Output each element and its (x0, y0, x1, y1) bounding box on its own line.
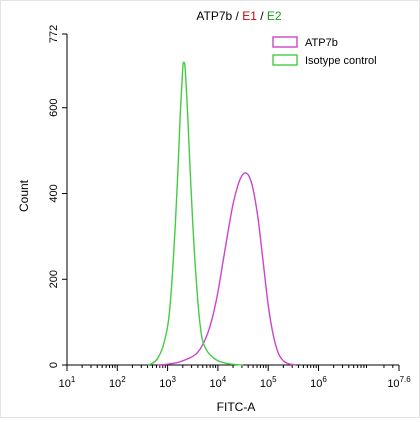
title-part-4: E2 (267, 9, 282, 23)
series-line-atp7b (157, 172, 296, 366)
legend-label: Isotype control (305, 55, 377, 67)
series-line-isotype-control (147, 61, 244, 366)
x-tick-base: 10 (260, 378, 272, 390)
x-tick-exponent: 3 (172, 375, 177, 384)
x-tick-base: 10 (59, 378, 71, 390)
x-tick-exponent: 5 (272, 375, 277, 384)
x-tick-label: 101 (59, 375, 76, 390)
chart-title: ATP7b / E1 / E2 (196, 9, 282, 23)
y-tick-label-group: 400 (48, 184, 60, 202)
title-part-3: / (257, 9, 267, 23)
x-tick-label: 105 (260, 375, 277, 390)
x-tick-base: 10 (310, 378, 322, 390)
x-tick-exponent: 2 (121, 375, 126, 384)
legend-swatch (272, 36, 298, 48)
y-tick-label: 0 (48, 362, 60, 368)
legend-label: ATP7b (305, 37, 338, 49)
title-part-1: / (232, 9, 242, 23)
x-tick-base: 10 (109, 378, 121, 390)
y-axis-label: Count (17, 179, 31, 212)
y-tick-label: 600 (48, 99, 60, 117)
x-tick-label: 103 (159, 375, 176, 390)
x-tick-exponent: 7.6 (400, 375, 412, 384)
x-tick-base: 10 (387, 378, 399, 390)
title-part-0: ATP7b (196, 9, 232, 23)
x-tick-base: 10 (210, 378, 222, 390)
x-tick-label: 102 (109, 375, 126, 390)
y-tick-label-group: 772 (48, 25, 60, 43)
x-tick-exponent: 6 (322, 375, 327, 384)
legend-swatch (272, 54, 298, 66)
x-tick-label: 106 (310, 375, 327, 390)
x-tick-exponent: 4 (222, 375, 227, 384)
y-tick-label: 772 (48, 25, 60, 43)
x-tick-exponent: 1 (71, 375, 76, 384)
title-part-2: E1 (242, 9, 257, 23)
x-tick-label: 104 (210, 375, 227, 390)
x-tick-base: 10 (159, 378, 171, 390)
y-tick-label: 400 (48, 184, 60, 202)
y-tick-label: 200 (48, 270, 60, 288)
y-tick-label-group: 200 (48, 270, 60, 288)
x-axis-label: FITC-A (217, 400, 256, 414)
y-tick-label-group: 0 (48, 362, 60, 368)
y-tick-label-group: 600 (48, 99, 60, 117)
x-tick-label: 107.6 (387, 375, 411, 390)
